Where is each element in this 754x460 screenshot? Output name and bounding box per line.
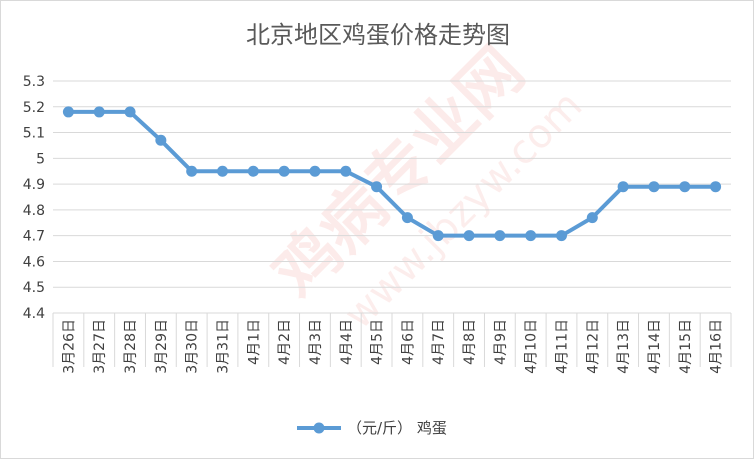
x-tick-label: 4月9日	[493, 319, 509, 365]
chart-title: 北京地区鸡蛋价格走势图	[246, 21, 510, 49]
y-tick-label: 4.9	[23, 177, 45, 193]
x-tick-label: 3月29日	[154, 319, 170, 374]
data-point	[617, 181, 629, 193]
x-tick-label: 4月1日	[246, 319, 262, 365]
x-tick-label: 4月8日	[462, 319, 478, 365]
data-point	[247, 165, 259, 177]
data-point	[401, 212, 413, 224]
y-tick-label: 5	[36, 151, 45, 167]
data-point	[124, 106, 136, 118]
x-tick-label: 4月11日	[555, 319, 571, 374]
legend: （元/斤） 鸡蛋	[297, 419, 447, 437]
y-tick-label: 5.1	[23, 126, 45, 142]
x-tick-label: 3月26日	[61, 319, 77, 374]
x-tick-label: 4月14日	[647, 319, 663, 374]
grid	[53, 80, 731, 314]
x-tick-label: 4月10日	[524, 319, 540, 374]
x-tick-label: 4月6日	[400, 319, 416, 365]
data-point	[679, 181, 691, 193]
data-point	[586, 212, 598, 224]
y-tick-label: 4.6	[23, 254, 45, 270]
x-tick-label: 4月2日	[277, 319, 293, 365]
data-point	[525, 230, 537, 242]
data-point	[556, 230, 567, 242]
x-tick-label: 4月16日	[709, 319, 725, 374]
legend-marker	[313, 422, 325, 434]
data-point	[432, 230, 444, 242]
data-point	[648, 181, 660, 193]
data-point	[155, 134, 167, 146]
x-tick-label: 4月13日	[616, 319, 632, 374]
y-tick-label: 5.2	[23, 100, 45, 116]
data-point	[62, 106, 74, 118]
x-tick-label: 4月12日	[585, 319, 601, 374]
x-tick-label: 4月3日	[308, 319, 324, 365]
data-point	[93, 106, 105, 118]
series-layer	[62, 106, 722, 242]
x-tick-label: 4月4日	[339, 319, 355, 365]
x-tick-label: 3月28日	[123, 319, 139, 374]
data-point	[186, 165, 198, 177]
y-tick-label: 4.5	[23, 280, 45, 296]
y-tick-label: 4.4	[23, 306, 45, 322]
x-tick-label: 4月5日	[370, 319, 386, 365]
x-tick-label: 4月15日	[678, 319, 694, 374]
data-point	[494, 230, 506, 242]
x-axis-ticks: 3月26日 3月27日 3月28日 3月29日 3月30日 3月31日 4月1日 4月2日 4月…	[52, 313, 732, 374]
series-line	[68, 109, 716, 238]
legend-label: （元/斤） 鸡蛋	[347, 419, 447, 437]
data-point	[309, 165, 321, 177]
data-point	[217, 165, 228, 177]
x-tick-label: 4月7日	[431, 319, 447, 365]
x-tick-label: 3月27日	[92, 319, 108, 374]
data-point	[371, 181, 383, 193]
x-tick-label: 3月31日	[216, 319, 232, 374]
y-tick-label: 4.7	[23, 229, 45, 245]
watermark: 鸡病专业网 www.jbzyw.com	[260, 34, 591, 338]
y-axis-ticks: 4.4 4.5 4.6 4.7 4.8 4.9 5 5.1 5.2 5.3	[23, 74, 45, 322]
x-tick-label: 3月30日	[185, 319, 201, 374]
y-tick-label: 4.8	[23, 203, 45, 219]
data-point	[340, 165, 352, 177]
data-point	[710, 181, 722, 193]
y-tick-label: 5.3	[23, 74, 45, 90]
data-point	[278, 165, 290, 177]
data-point	[463, 230, 475, 242]
